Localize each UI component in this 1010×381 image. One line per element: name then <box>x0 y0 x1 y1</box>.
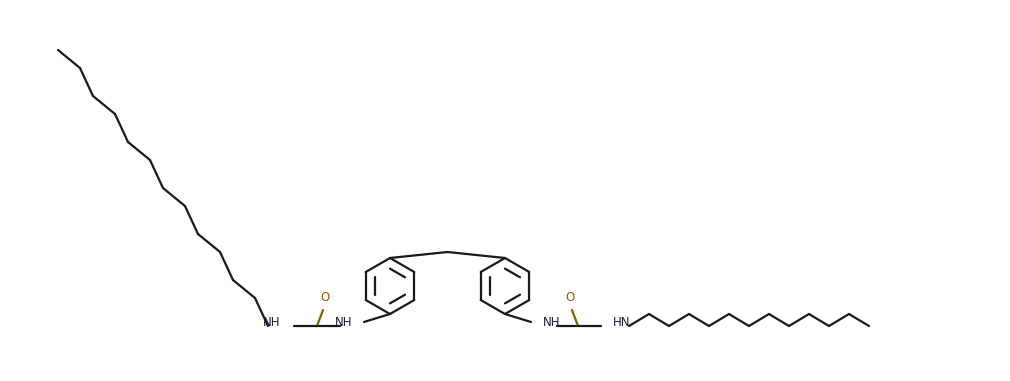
Text: O: O <box>566 291 575 304</box>
Text: NH: NH <box>263 317 280 330</box>
Text: NH: NH <box>334 317 352 330</box>
Text: HN: HN <box>613 317 630 330</box>
Text: O: O <box>320 291 329 304</box>
Text: NH: NH <box>543 317 561 330</box>
